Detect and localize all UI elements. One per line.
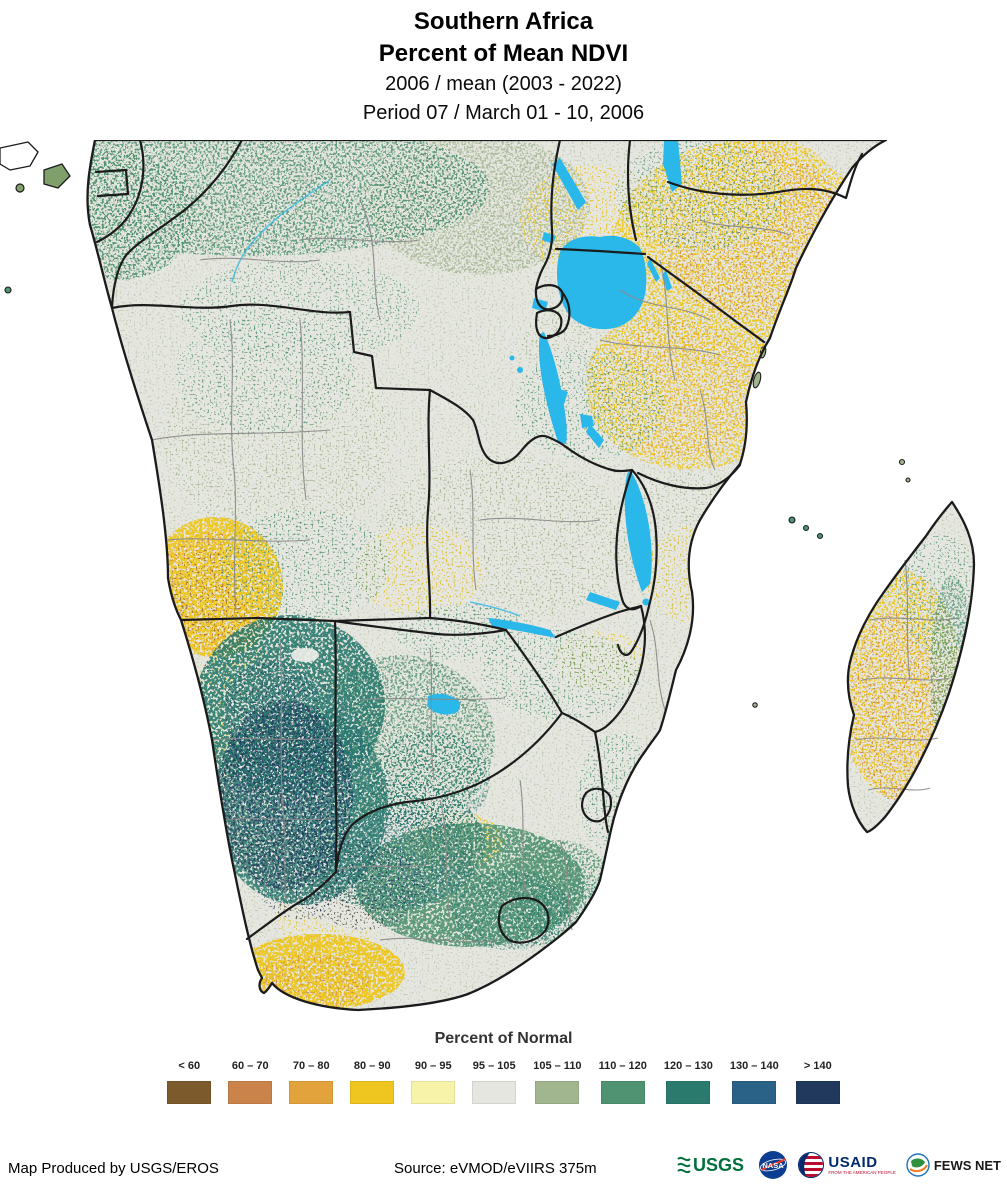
map-subtitle-period-ratio: 2006 / mean (2003 - 2022) bbox=[385, 73, 622, 95]
legend-class-label: > 140 bbox=[803, 1060, 832, 1072]
legend-swatch bbox=[600, 1081, 645, 1104]
map-title-line2: Percent of Mean NDVI bbox=[378, 40, 629, 67]
lake-malawi bbox=[624, 470, 652, 592]
data-source: Source: eVMOD/eVIIRS 375m bbox=[394, 1160, 597, 1177]
legend-class: 95 – 105 bbox=[472, 1060, 517, 1104]
lakes-layer bbox=[427, 140, 682, 715]
legend-swatch bbox=[666, 1081, 711, 1104]
legend-swatch bbox=[795, 1081, 840, 1104]
lake-kariba bbox=[488, 618, 556, 638]
comoros-islands bbox=[788, 516, 796, 524]
legend-class: 130 – 140 bbox=[730, 1060, 779, 1104]
legend-swatch bbox=[472, 1081, 517, 1104]
legend-classes: < 60 60 – 70 70 – 80 80 – 90 90 – 95 95 – 105… bbox=[0, 1060, 1007, 1104]
eswatini-border bbox=[580, 787, 613, 823]
legend-swatch bbox=[535, 1081, 580, 1104]
legend-swatch bbox=[350, 1081, 395, 1104]
map-title-line1: Southern Africa bbox=[413, 8, 594, 35]
lake-mweru bbox=[549, 386, 568, 404]
map-subtitle-period-dates: Period 07 / March 01 - 10, 2006 bbox=[362, 102, 645, 124]
legend-class-label: 105 – 110 bbox=[533, 1060, 582, 1072]
legend-class: 60 – 70 bbox=[228, 1060, 273, 1104]
legend-class: 105 – 110 bbox=[533, 1060, 582, 1104]
zanzibar-island bbox=[752, 371, 762, 389]
fewsnet-wordmark: FEWS NET bbox=[933, 1157, 1001, 1173]
legend-class-label: 130 – 140 bbox=[729, 1060, 779, 1072]
lesotho-border bbox=[497, 896, 550, 944]
country-borders bbox=[94, 138, 864, 944]
lake-victoria bbox=[557, 235, 647, 330]
legend-class-label: 60 – 70 bbox=[231, 1060, 269, 1072]
legend-class-label: 70 – 80 bbox=[292, 1060, 330, 1072]
fewsnet-globe-icon bbox=[906, 1153, 930, 1177]
ndvi-speckle-layer bbox=[87, 140, 974, 1010]
legend-swatch bbox=[167, 1081, 212, 1104]
map-header: Southern Africa Percent of Mean NDVI 200… bbox=[0, 6, 1007, 128]
usaid-seal-icon bbox=[798, 1152, 825, 1178]
lake-eyasi bbox=[647, 258, 660, 282]
fewsnet-logo: FEWS NET bbox=[906, 1153, 1001, 1177]
lake-bangweulu bbox=[580, 414, 594, 428]
lake-manyara bbox=[662, 270, 672, 291]
lake-cahora-bassa bbox=[586, 592, 620, 610]
nasa-meatball-icon: NASA bbox=[759, 1151, 788, 1179]
admin-boundaries bbox=[151, 199, 959, 943]
legend-class: 80 – 90 bbox=[350, 1060, 395, 1104]
legend-class-label: 90 – 95 bbox=[414, 1060, 452, 1072]
nasa-wordmark: NASA bbox=[763, 1161, 785, 1170]
usgs-wave-icon: USGS bbox=[677, 1155, 744, 1175]
legend-class-label: 95 – 105 bbox=[472, 1060, 516, 1072]
usgs-logo: USGS science for a changing world bbox=[676, 1150, 748, 1180]
legend-swatch bbox=[411, 1081, 456, 1104]
legend: Percent of Normal < 60 60 – 70 70 – 80 80 –… bbox=[0, 1030, 1007, 1104]
legend-class: > 140 bbox=[795, 1060, 840, 1104]
legend-class-label: < 60 bbox=[178, 1060, 201, 1072]
ndvi-map-svg bbox=[0, 138, 976, 1012]
producer-credit: Map Produced by USGS/EROS bbox=[8, 1160, 219, 1177]
lake-rukwa bbox=[586, 424, 604, 448]
legend-class: 110 – 120 bbox=[599, 1060, 647, 1104]
legend-class: 120 – 130 bbox=[664, 1060, 713, 1104]
lake-albert bbox=[552, 158, 586, 210]
legend-title: Percent of Normal bbox=[434, 1030, 573, 1047]
legend-class: 70 – 80 bbox=[289, 1060, 334, 1104]
legend-class-label: 110 – 120 bbox=[598, 1060, 647, 1072]
rivers bbox=[231, 179, 521, 617]
footer: Map Produced by USGS/EROS Source: eVMOD/… bbox=[0, 1146, 1007, 1195]
usaid-logo: USAID FROM THE AMERICAN PEOPLE bbox=[798, 1152, 896, 1178]
legend-class: 90 – 95 bbox=[411, 1060, 456, 1104]
legend-swatch bbox=[228, 1081, 273, 1104]
map-canvas[interactable] bbox=[0, 138, 1007, 1032]
legend-swatch bbox=[289, 1081, 334, 1104]
logo-strip: USGS science for a changing world NASA bbox=[676, 1150, 1001, 1180]
legend-class-label: 80 – 90 bbox=[353, 1060, 391, 1072]
usaid-tagline: FROM THE AMERICAN PEOPLE bbox=[828, 1169, 896, 1175]
legend-swatch bbox=[732, 1081, 777, 1104]
nasa-logo: NASA bbox=[758, 1150, 788, 1180]
usaid-wordmark: USAID bbox=[828, 1153, 878, 1171]
usgs-wordmark: USGS bbox=[693, 1155, 744, 1175]
legend-class: < 60 bbox=[167, 1060, 212, 1104]
legend-class-label: 120 – 130 bbox=[663, 1060, 713, 1072]
lake-turkana bbox=[663, 140, 682, 192]
